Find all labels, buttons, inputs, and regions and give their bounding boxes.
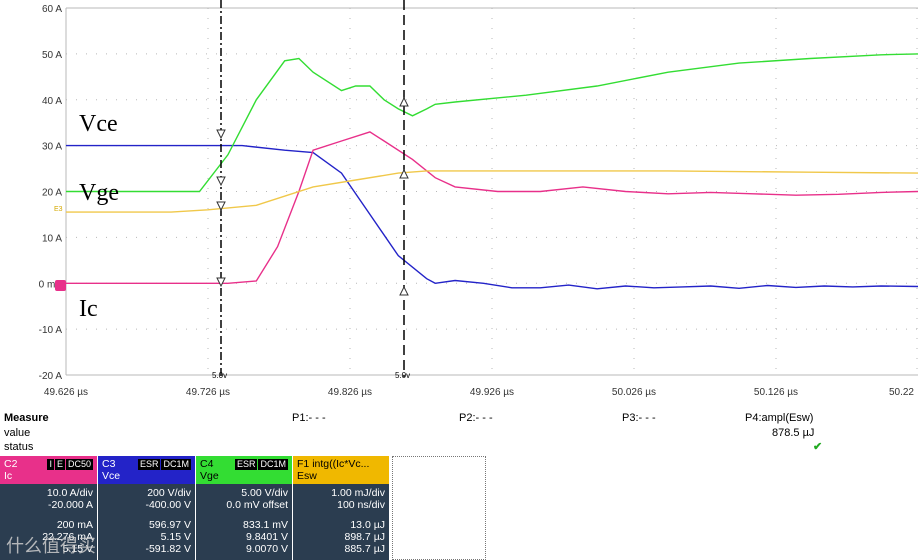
cursor-markers (216, 96, 409, 296)
channel-f1-val2: 898.7 µJ (344, 531, 386, 543)
y-tick-label: 50 A (42, 50, 62, 61)
x-tick-label: 50.22 (889, 387, 914, 398)
channel-c2-badges: I E DC50 (47, 459, 93, 470)
series-esw (66, 170, 918, 213)
channel-c3-val1: 596.97 V (148, 519, 191, 531)
cursor-label-2: 5.0v (395, 371, 410, 380)
series-ic (66, 131, 918, 284)
oscilloscope-plot: 60 A 50 A 40 A 30 A 20 A 10 A 0 mA -10 A -20 A 4… (0, 0, 918, 410)
x-tick-label: 50.126 µs (754, 387, 798, 398)
annotation-vce: Vce (79, 111, 118, 137)
y-tick-label: 60 A (42, 4, 62, 15)
channel-c4-vdiv: 5.00 V/div (241, 487, 288, 499)
measure-table: Measure value status P1:- - - P2:- - - P… (0, 410, 918, 456)
channel-c2-vdiv: 10.0 A/div (46, 487, 93, 499)
channel-c4-offset: 0.0 mV offset (226, 499, 288, 511)
channel-f1-val1: 13.0 µJ (350, 519, 385, 531)
channel-c2[interactable]: C2 Ic I E DC50 10.0 A/div -20.000 A 200 mA… (0, 456, 97, 560)
measure-p2[interactable]: P2:- - - (459, 412, 493, 424)
channel-f1-val3: 885.7 µJ (344, 543, 386, 555)
y-axis-tick-labels: 60 A 50 A 40 A 30 A 20 A 10 A 0 mA -10 A -20 A (39, 4, 63, 382)
measure-row-value: value (4, 427, 31, 439)
channel-c3-vdiv: 200 V/div (147, 487, 191, 499)
channel-c3[interactable]: C3 Vce ESR DC1M 200 V/div -400.00 V 596.9… (98, 456, 195, 560)
x-tick-label: 50.026 µs (612, 387, 656, 398)
channel-c2-name: Ic (4, 470, 13, 482)
cursor-label-1: 5.0v (212, 371, 227, 380)
measure-p1[interactable]: P1:- - - (292, 412, 326, 424)
channel-c4-val2: 9.8401 V (245, 531, 288, 543)
x-tick-label: 49.926 µs (470, 387, 514, 398)
channel-c3-val3: -591.82 V (145, 543, 191, 555)
channel-f1-name: Esw (297, 470, 317, 482)
y-tick-label: 0 mA (39, 279, 63, 290)
measure-row-status: status (4, 441, 34, 453)
waveform-series (66, 53, 918, 290)
channel-c3-badges: ESR DC1M (137, 459, 191, 470)
channel-c3-name: Vce (102, 470, 121, 482)
measure-title: Measure (4, 412, 49, 424)
x-tick-label: 49.726 µs (186, 387, 230, 398)
plot-background (0, 0, 918, 410)
ground-marker (55, 280, 66, 291)
x-tick-label: 49.826 µs (328, 387, 372, 398)
channel-c3-val2: 5.15 V (160, 531, 191, 543)
channel-c4-val1: 833.1 mV (243, 519, 288, 531)
empty-channel-slot[interactable] (392, 456, 486, 560)
channel-c2-val3: 5.15 V (62, 543, 93, 555)
channel-f1-tdiv: 100 ns/div (337, 499, 385, 511)
channel-c2-id: C2 (4, 458, 18, 470)
channel-c4-badges: ESR DC1M (234, 459, 288, 470)
channel-c3-id: C3 (102, 458, 116, 470)
trace-label-e3: E3 (54, 206, 63, 213)
plot-grid (65, 7, 918, 376)
series-vce (66, 144, 918, 290)
channel-c2-val2: 22.276 mA (42, 531, 93, 543)
channel-c3-offset: -400.00 V (145, 499, 191, 511)
y-tick-label: -10 A (39, 325, 63, 336)
channel-panel: C2 Ic I E DC50 10.0 A/div -20.000 A 200 mA… (0, 456, 918, 560)
x-axis-tick-labels: 49.626 µs 49.726 µs 49.826 µs 49.926 µs 50.0… (44, 387, 915, 398)
channel-f1-id: F1 intg((Ic*Vc... (297, 458, 370, 470)
channel-c4-id: C4 (200, 458, 214, 470)
channel-f1[interactable]: F1 intg((Ic*Vc... Esw 1.00 mJ/div 100 ns… (293, 456, 389, 560)
annotation-vge: Vge (79, 180, 119, 206)
channel-f1-vdiv: 1.00 mJ/div (331, 487, 385, 499)
watermark: 什么值得买 (6, 536, 96, 556)
channel-c4[interactable]: C4 Vge ESR DC1M 5.00 V/div 0.0 mV offset … (196, 456, 292, 560)
x-tick-label: 49.626 µs (44, 387, 88, 398)
measure-p3[interactable]: P3:- - - (622, 412, 656, 424)
status-ok-icon: ✔ (813, 441, 823, 453)
series-vge (66, 53, 918, 193)
y-tick-label: -20 A (39, 371, 63, 382)
channel-c2-offset: -20.000 A (48, 499, 93, 511)
channel-c4-name: Vge (200, 470, 219, 482)
y-tick-label: 20 A (42, 188, 62, 199)
y-tick-label: 10 A (42, 233, 62, 244)
y-tick-label: 30 A (42, 142, 62, 153)
annotation-ic: Ic (79, 296, 98, 322)
y-tick-label: 40 A (42, 96, 62, 107)
measure-p4[interactable]: P4:ampl(Esw) (745, 412, 814, 424)
measure-p4-value: 878.5 µJ (772, 427, 815, 439)
channel-c2-val1: 200 mA (56, 519, 93, 531)
channel-c4-val3: 9.0070 V (245, 543, 288, 555)
